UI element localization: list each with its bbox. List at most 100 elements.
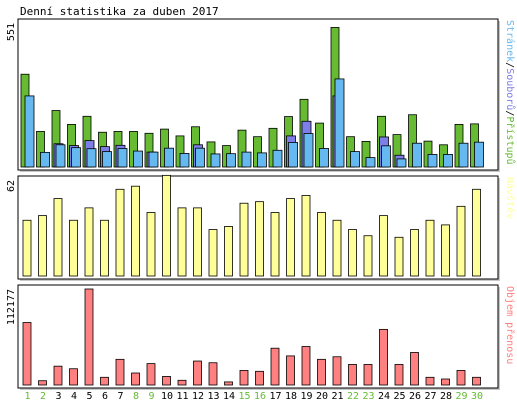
bar-stranek xyxy=(474,141,484,168)
bar-stranek xyxy=(288,142,298,168)
bar-stranek xyxy=(396,158,407,168)
bar-middle-day-9 xyxy=(146,212,156,277)
y-max-label: 112177 xyxy=(6,289,17,325)
bar-stranek xyxy=(365,157,376,168)
day-30-bars xyxy=(470,123,484,168)
legend-entry: Návštěv xyxy=(504,177,516,219)
bar-middle-day-14 xyxy=(224,226,233,277)
x-tick-label-day-2: 2 xyxy=(40,391,46,402)
y-max-label: 551 xyxy=(6,23,17,41)
day-9-bars xyxy=(144,132,159,168)
bar-bottom-day-18 xyxy=(286,355,295,386)
day-11-bars xyxy=(175,135,190,168)
legend: Návštěv xyxy=(504,177,516,219)
day-18-bars xyxy=(284,116,298,168)
bar-middle-day-29 xyxy=(456,205,466,277)
bar-bottom-day-4 xyxy=(69,368,78,386)
day-29-bars xyxy=(454,124,469,168)
bar-stranek xyxy=(133,150,143,168)
bar-bottom-day-24 xyxy=(379,328,388,386)
legend-entry: Přístupů xyxy=(504,116,516,164)
day-25-bars xyxy=(392,134,407,168)
x-tick-label-day-20: 20 xyxy=(316,391,328,402)
day-7-bars xyxy=(113,131,128,168)
bar-middle-day-30 xyxy=(472,188,481,277)
bar-middle-day-13 xyxy=(208,229,218,277)
bar-bottom-day-13 xyxy=(208,362,218,386)
x-tick-label-day-18: 18 xyxy=(285,391,297,402)
bar-bottom-day-16 xyxy=(255,370,264,386)
bar-bottom-day-9 xyxy=(146,363,156,386)
day-12-bars xyxy=(191,126,205,168)
day-5-bars xyxy=(82,115,97,168)
x-tick-label-day-4: 4 xyxy=(71,391,77,402)
bar-middle-day-21 xyxy=(332,219,342,277)
x-tick-label-day-6: 6 xyxy=(102,391,108,402)
bar-middle-day-28 xyxy=(441,224,450,277)
panel-middle: 62 Návštěv xyxy=(6,174,516,281)
bar-bottom-day-26 xyxy=(410,352,419,386)
bar-stranek xyxy=(55,144,66,168)
day-24-bars xyxy=(377,115,391,168)
bar-bottom-day-7 xyxy=(115,358,125,386)
day-17-bars xyxy=(268,127,283,168)
bar-middle-day-24 xyxy=(379,215,388,277)
x-tick-label-day-24: 24 xyxy=(378,391,390,402)
bar-middle-day-12 xyxy=(193,207,202,277)
bar-bottom-day-12 xyxy=(193,360,202,386)
bar-stranek xyxy=(381,145,391,168)
bar-bottom-day-20 xyxy=(317,358,326,386)
x-tick-label-day-14: 14 xyxy=(223,391,235,402)
bar-stranek xyxy=(427,154,438,168)
bar-middle-day-7 xyxy=(115,188,125,277)
bar-middle-day-8 xyxy=(131,185,140,277)
x-tick-label-day-28: 28 xyxy=(440,391,452,402)
x-tick-label-day-22: 22 xyxy=(347,391,359,402)
x-tick-label-day-17: 17 xyxy=(269,391,281,402)
bar-middle-day-2 xyxy=(38,215,47,277)
bar-middle-day-3 xyxy=(53,198,63,277)
panel-bottom: 112177 Objem přenosu xyxy=(6,284,516,390)
bar-stranek xyxy=(350,151,360,168)
bar-bottom-day-29 xyxy=(456,370,466,386)
bar-middle-day-15 xyxy=(239,202,249,277)
x-tick-label-day-8: 8 xyxy=(133,391,139,402)
day-13-bars xyxy=(206,141,221,168)
bar-stranek xyxy=(412,142,422,168)
chart-title: Denní statistika za duben 2017 xyxy=(20,5,219,18)
bar-middle-day-19 xyxy=(301,195,311,277)
bar-middle-day-27 xyxy=(425,219,435,277)
day-23-bars xyxy=(361,140,376,168)
legend-entry: Objem přenosu xyxy=(504,286,516,364)
bar-stranek xyxy=(148,151,159,168)
legend: Stránek/Souborů/Přístupů xyxy=(504,20,516,165)
bar-bottom-day-19 xyxy=(301,346,311,386)
bar-bottom-day-21 xyxy=(332,356,342,386)
bar-stranek xyxy=(179,153,190,168)
x-tick-label-day-16: 16 xyxy=(254,391,266,402)
x-tick-label-day-3: 3 xyxy=(55,391,61,402)
day-28-bars xyxy=(439,144,453,168)
panel-top: 551 Stránek/Souborů/Přístupů xyxy=(6,18,516,172)
bar-stranek xyxy=(71,147,81,168)
day-14-bars xyxy=(222,145,236,168)
day-3-bars xyxy=(51,110,66,168)
bar-middle-day-4 xyxy=(69,219,78,277)
bar-bottom-day-22 xyxy=(348,364,357,386)
day-21-bars xyxy=(330,27,345,168)
bar-stranek xyxy=(210,153,221,168)
bar-bottom-day-27 xyxy=(425,376,435,386)
bar-stranek xyxy=(195,147,205,168)
bar-stranek xyxy=(24,95,35,168)
bar-bottom-day-15 xyxy=(239,370,249,386)
y-max-label: 62 xyxy=(6,180,17,192)
legend-entry: Souborů xyxy=(504,68,516,110)
x-tick-label-day-26: 26 xyxy=(409,391,421,402)
day-19-bars xyxy=(299,98,314,168)
bar-stranek xyxy=(334,78,345,168)
day-8-bars xyxy=(129,131,143,168)
bar-stranek xyxy=(458,142,469,168)
day-27-bars xyxy=(423,140,438,168)
x-tick-label-day-23: 23 xyxy=(362,391,374,402)
day-16-bars xyxy=(253,136,267,168)
